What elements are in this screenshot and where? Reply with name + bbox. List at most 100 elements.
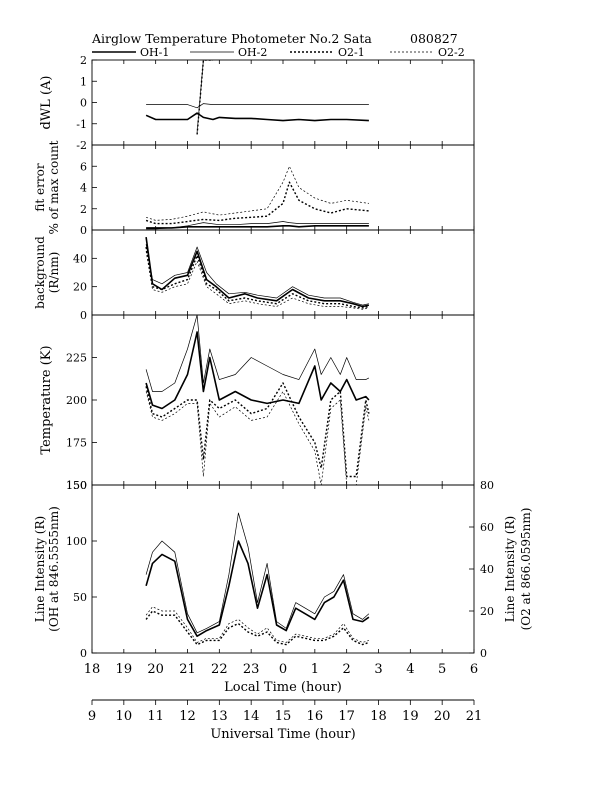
panel-frame	[91, 484, 475, 654]
y-tick-label: 225	[66, 352, 87, 365]
series-line-oh-2	[145, 512, 370, 634]
legend-entry-oh-2: OH-2	[190, 46, 267, 59]
y-axis-label: Temperature (K)	[39, 345, 54, 454]
y-right-axis-label: (O2 at 866.0595nm)	[519, 508, 533, 631]
y-tick-label: -1	[76, 118, 87, 131]
series-line-o2-1	[145, 382, 370, 478]
series-line-oh-1	[145, 331, 370, 410]
panel-2: 0 2 4 6 fit error% of max count	[33, 140, 475, 237]
series-line-oh-1	[145, 540, 370, 637]
ut-tick-label: 12	[179, 709, 196, 724]
series-line-oh-1	[145, 112, 369, 122]
y-tick-label: 200	[66, 394, 87, 407]
y-tick-label: 100	[66, 535, 87, 548]
series-line-o2-1	[145, 610, 370, 646]
series-line-o2-2	[196, 60, 213, 133]
ut-tick-label: 13	[211, 709, 228, 724]
legend-label: O2-1	[338, 46, 365, 59]
y-tick-label: 50	[73, 591, 87, 604]
y-axis-label: background	[33, 236, 47, 309]
figure-header: Airglow Temperature Photometer No.2 Sata…	[91, 31, 458, 46]
ut-tick-label: 16	[307, 709, 324, 724]
ut-tick-label: 14	[243, 709, 260, 724]
y-right-tick-label: 80	[480, 479, 494, 492]
panel-4: 150 175 200 225 Temperature (K)	[39, 314, 475, 492]
figure-title: Airglow Temperature Photometer No.2 Sata	[91, 31, 372, 46]
y-tick-label: 1	[80, 75, 87, 88]
panel-frame	[91, 144, 475, 231]
y-right-tick-label: 0	[480, 647, 487, 660]
y-tick-label: -2	[76, 139, 87, 152]
y-axis-label: dWL (A)	[39, 76, 54, 130]
local-tick-label: 4	[406, 662, 414, 677]
y-axis-label: Line Intensity (R)	[33, 516, 47, 622]
ut-tick-label: 15	[275, 709, 292, 724]
y-tick-label: 150	[66, 479, 87, 492]
y-tick-label: 2	[80, 54, 87, 67]
series-line-oh-2	[145, 244, 369, 306]
series-line-oh-2	[146, 221, 369, 230]
series-line-oh-1	[145, 236, 370, 308]
series-line-oh-1	[146, 225, 369, 229]
series-line-oh-2	[145, 315, 370, 392]
local-tick-label: 1	[311, 662, 319, 677]
y-axis-label: % of max count	[47, 140, 61, 234]
y-tick-label: 2	[80, 203, 87, 216]
local-tick-label: 19	[116, 662, 133, 677]
ut-tick-label: 20	[434, 709, 451, 724]
ut-tick-label: 17	[338, 709, 355, 724]
figure-date: 080827	[410, 31, 458, 46]
ut-tick-label: 9	[88, 709, 96, 724]
y-tick-label: 40	[73, 252, 87, 265]
legend-entry-oh-1: OH-1	[92, 46, 169, 59]
local-tick-label: 21	[179, 662, 196, 677]
ut-tick-label: 19	[402, 709, 419, 724]
y-tick-label: 150	[66, 479, 87, 492]
series-line-o2-1	[145, 246, 370, 309]
local-tick-label: 20	[147, 662, 164, 677]
y-axis-label: (OH at 846.5555nm)	[47, 506, 61, 632]
y-axis-label: (R/nm)	[47, 252, 61, 294]
ut-axis-label: Universal Time (hour)	[210, 727, 355, 742]
local-tick-label: 18	[84, 662, 101, 677]
series-line-o2-2	[145, 391, 370, 485]
y-right-tick-label: 60	[480, 521, 494, 534]
y-right-axis-label: Line Intensity (R)	[503, 516, 517, 622]
legend-entry-o2-2: O2-2	[390, 46, 465, 59]
ut-tick-label: 10	[116, 709, 133, 724]
local-tick-label: 6	[470, 662, 478, 677]
legend-entry-o2-1: O2-1	[290, 46, 365, 59]
ut-tick-label: 18	[370, 709, 387, 724]
series-line-o2-1	[196, 60, 213, 135]
panel-3: 0 20 40 background (R/nm)	[33, 229, 475, 322]
local-tick-label: 5	[438, 662, 446, 677]
local-tick-label: 22	[211, 662, 228, 677]
y-tick-label: 4	[80, 182, 87, 195]
y-tick-label: 6	[80, 160, 87, 173]
y-right-tick-label: 20	[480, 605, 494, 618]
local-axis-label: Local Time (hour)	[224, 680, 342, 695]
panels: -2 -1 0 1 2 dWL (A) 0 2 4 6 fit error% of max coun…	[33, 54, 533, 660]
y-tick-label: 175	[66, 437, 87, 450]
local-tick-label: 3	[374, 662, 382, 677]
legend-label: O2-2	[438, 46, 465, 59]
y-tick-label: 0	[80, 97, 87, 110]
y-tick-label: 0	[80, 647, 87, 660]
panel-1: -2 -1 0 1 2 dWL (A)	[39, 54, 475, 152]
y-right-tick-label: 40	[480, 563, 494, 576]
y-tick-label: 0	[80, 224, 87, 237]
local-tick-label: 23	[243, 662, 260, 677]
series-line-o2-1	[145, 181, 369, 225]
ut-tick-label: 21	[466, 709, 483, 724]
legend-label: OH-1	[140, 46, 169, 59]
y-tick-label: 20	[73, 281, 87, 294]
series-line-o2-2	[145, 606, 370, 643]
panel-frame	[91, 59, 475, 146]
series-line-oh-2	[146, 103, 369, 109]
legend-label: OH-2	[238, 46, 267, 59]
local-tick-label: 2	[343, 662, 351, 677]
ut-tick-label: 11	[147, 709, 164, 724]
